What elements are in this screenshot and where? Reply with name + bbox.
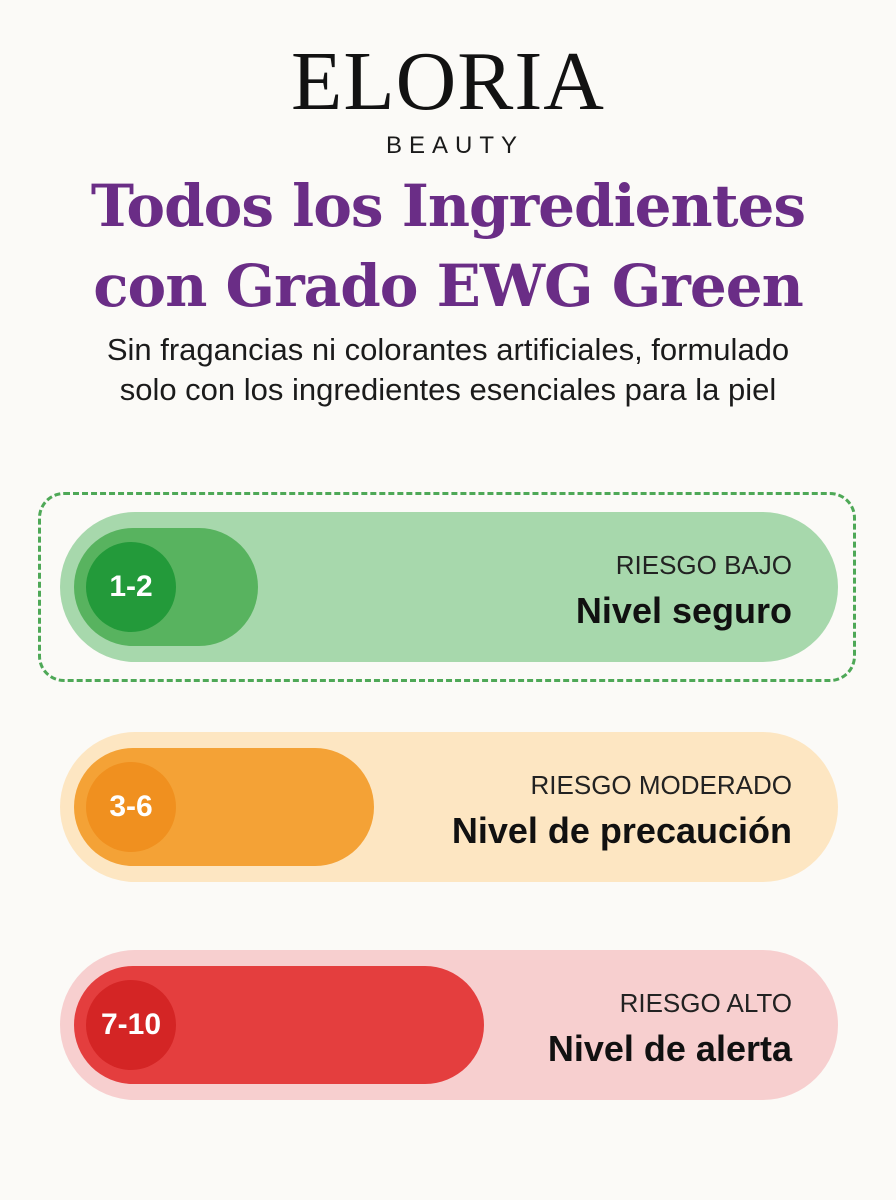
subheadline-line-1: Sin fragancias ni colorantes artificiale… (106, 332, 790, 367)
tier-moderate-risk: 3-6 RIESGO MODERADO Nivel de precaución (60, 732, 838, 882)
headline-line-1: Todos los Ingredientes (90, 172, 806, 240)
highlight-frame (38, 492, 856, 682)
tier-high-risk: 7-10 RIESGO ALTO Nivel de alerta (60, 950, 838, 1100)
risk-title: Nivel de alerta (547, 1028, 792, 1069)
risk-label: RIESGO MODERADO (530, 770, 792, 800)
brand-logo: ELORIA (291, 35, 605, 128)
score-badge: 7-10 (86, 980, 176, 1070)
subheadline: Sin fragancias ni colorantes artificiale… (0, 330, 896, 410)
tier-low-risk: 1-2 RIESGO BAJO Nivel seguro (60, 512, 838, 662)
risk-label: RIESGO ALTO (619, 988, 792, 1018)
risk-title: Nivel seguro (575, 590, 792, 631)
score-badge: 3-6 (86, 762, 176, 852)
brand-subtitle: BEAUTY (385, 132, 525, 159)
headline-line-2: con Grado EWG Green (93, 252, 804, 320)
score-badge: 1-2 (86, 542, 176, 632)
risk-label: RIESGO BAJO (615, 550, 792, 580)
headline: Todos los Ingredientes con Grado EWG Gre… (0, 166, 896, 326)
subheadline-line-2: solo con los ingredientes esenciales par… (119, 372, 777, 407)
risk-title: Nivel de precaución (451, 810, 792, 851)
